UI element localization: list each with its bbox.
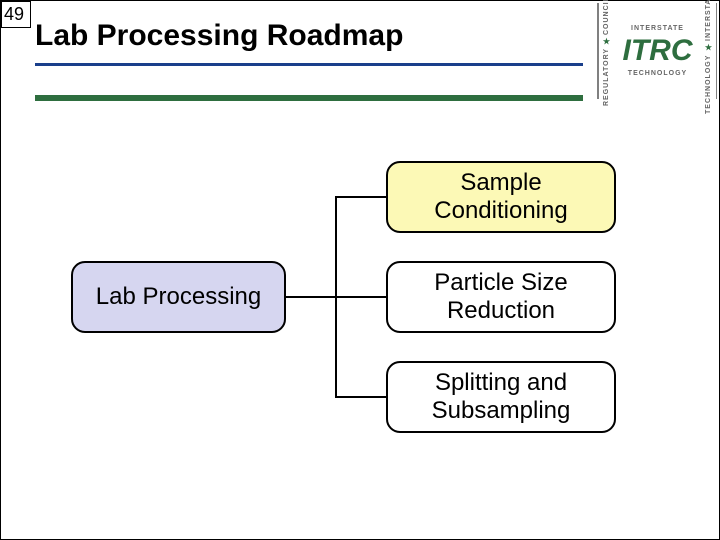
title-underline-thin (35, 63, 583, 66)
node-particle-size-reduction: Particle Size Reduction (386, 261, 616, 333)
logo-word-technology-side: TECHNOLOGY (705, 54, 712, 113)
connector-branch-2 (336, 296, 386, 298)
logo-word-regulatory: REGULATORY (603, 48, 610, 106)
node-splitting-subsampling: Splitting and Subsampling (386, 361, 616, 433)
page-title: Lab Processing Roadmap (35, 19, 403, 53)
logo-word-interstate-side: INTERSTATE (705, 0, 712, 41)
connector-trunk (286, 296, 336, 298)
logo-word-interstate: INTERSTATE (631, 25, 684, 32)
node-sample-conditioning: Sample Conditioning (386, 161, 616, 233)
title-underline-thick (35, 95, 583, 101)
logo-center: INTERSTATE ITRC TECHNOLOGY (614, 3, 701, 99)
star-icon: ★ (602, 37, 610, 46)
logo-acronym: ITRC (623, 36, 693, 66)
node-lab-processing: Lab Processing (71, 261, 286, 333)
logo-word-council: COUNCIL (603, 0, 610, 35)
logo-left-text: REGULATORY ★ COUNCIL (598, 3, 614, 99)
connector-branch-3 (336, 396, 386, 398)
slide-number: 49 (1, 1, 31, 28)
logo-word-technology: TECHNOLOGY (628, 70, 687, 77)
connector-branch-1 (336, 196, 386, 198)
logo-right-text: TECHNOLOGY ★ INTERSTATE (701, 3, 717, 99)
star-icon: ★ (704, 43, 712, 52)
itrc-logo: REGULATORY ★ COUNCIL INTERSTATE ITRC TEC… (597, 3, 717, 99)
